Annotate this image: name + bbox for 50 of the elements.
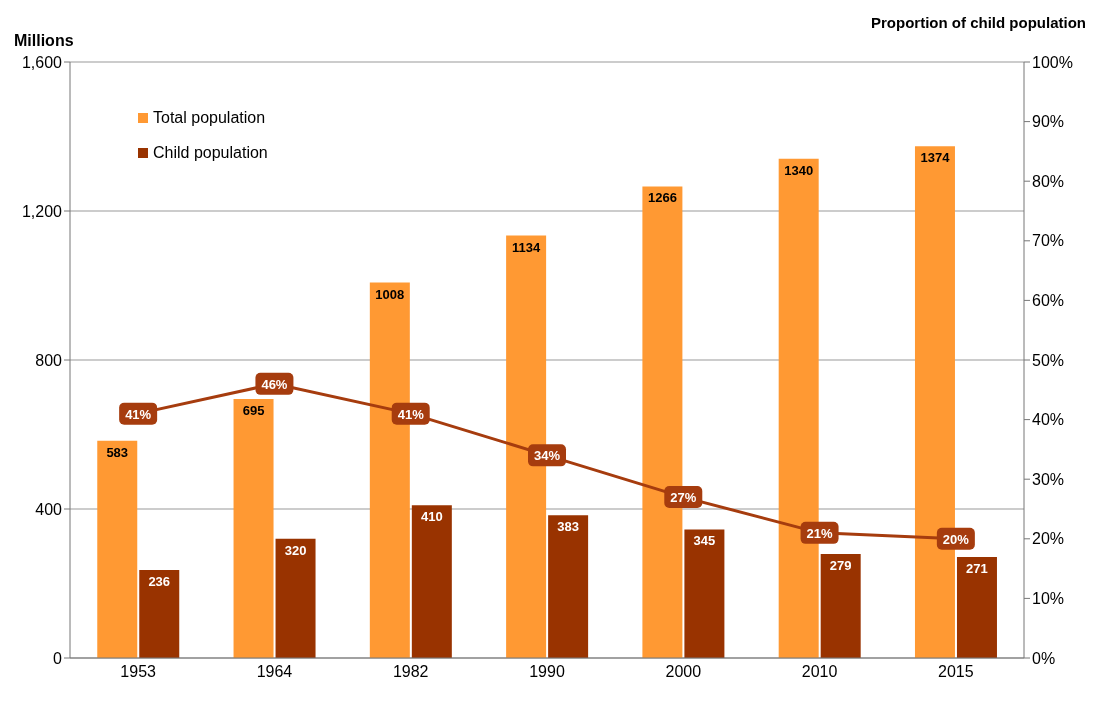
y2-tick-label: 60% <box>1032 292 1065 310</box>
x-tick-label: 2000 <box>665 663 702 681</box>
x-tick-label: 2010 <box>801 663 838 681</box>
y2-tick-label: 20% <box>1032 530 1065 548</box>
y2-tick-label: 10% <box>1032 590 1065 608</box>
data-label: 383 <box>557 519 579 535</box>
bar <box>820 554 861 658</box>
y-tick-label: 0 <box>53 649 63 667</box>
data-label: 345 <box>693 533 716 549</box>
x-tick-label: 2015 <box>938 663 974 681</box>
bar <box>97 440 138 658</box>
bar <box>275 538 316 658</box>
data-label: 1266 <box>647 190 677 206</box>
data-label: 1374 <box>920 150 951 166</box>
data-label: 583 <box>106 444 129 460</box>
bar <box>233 399 274 658</box>
y2-tick-label: 50% <box>1032 351 1065 369</box>
y2-tick-label: 30% <box>1032 470 1065 488</box>
y-axis-title: Millions <box>14 32 74 50</box>
y2-tick-label: 100% <box>1032 53 1073 71</box>
y2-tick-label: 80% <box>1032 172 1065 190</box>
x-tick-label: 1982 <box>392 663 429 681</box>
data-label: 1134 <box>512 239 541 255</box>
y2-tick-label: 90% <box>1032 113 1065 131</box>
bar <box>139 570 180 658</box>
data-label: 1008 <box>375 286 405 302</box>
data-label: 279 <box>829 558 852 574</box>
y2-tick-label: 40% <box>1032 411 1065 429</box>
bar <box>411 505 452 658</box>
legend-label: Total population <box>153 108 266 128</box>
data-label: 320 <box>284 542 307 558</box>
bar <box>548 515 589 658</box>
data-label: 695 <box>242 403 265 419</box>
x-tick-label: 1953 <box>120 663 157 681</box>
legend-label: Child population <box>153 143 268 163</box>
y2-tick-label: 0% <box>1032 649 1056 667</box>
data-label: 271 <box>966 561 988 577</box>
x-tick-label: 1990 <box>529 663 565 681</box>
y-tick-label: 1,200 <box>21 202 63 220</box>
y2-axis-title: Proportion of child population <box>871 14 1086 31</box>
y-tick-label: 400 <box>35 500 63 518</box>
data-label: 236 <box>148 574 171 590</box>
y-tick-label: 1,600 <box>21 53 63 71</box>
y2-tick-label: 70% <box>1032 232 1065 250</box>
y-tick-label: 800 <box>35 351 63 369</box>
bar <box>684 529 725 658</box>
x-tick-label: 1964 <box>256 663 293 681</box>
data-label: 1340 <box>784 162 814 178</box>
data-label: 410 <box>420 509 443 525</box>
bar <box>956 557 997 658</box>
